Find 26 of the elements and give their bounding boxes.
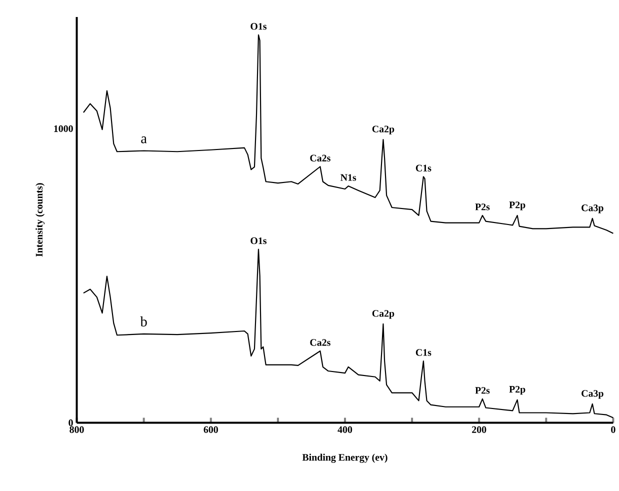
annotation: P2s — [475, 387, 490, 394]
annotation: O1s — [250, 23, 267, 30]
x-tick-label: 800 — [70, 426, 84, 434]
line-series — [82, 34, 614, 234]
series-label: a — [141, 136, 147, 144]
annotation: P2s — [475, 204, 490, 210]
annotation: P2p — [509, 202, 526, 210]
x-tick-label: 400 — [338, 426, 352, 434]
series-label: b — [140, 316, 147, 327]
x-tick-label: 200 — [472, 426, 486, 434]
y-axis-title: Intensity (counts) — [36, 183, 45, 257]
annotation: P2p — [509, 386, 526, 395]
annotation: Ca2p — [372, 310, 394, 320]
annotation: Ca3p — [582, 390, 604, 399]
annotation: Ca2s — [310, 155, 330, 162]
x-axis-title: Binding Energy (ev) — [302, 454, 388, 464]
x-tick-label: 0 — [611, 426, 616, 434]
annotation: O1s — [250, 238, 267, 244]
annotation: Ca2p — [372, 126, 394, 135]
annotation: Ca2s — [310, 339, 330, 346]
x-tick-label: 600 — [204, 426, 218, 434]
annotation: Ca3p — [582, 204, 604, 214]
annotation: N1s — [340, 174, 356, 182]
y-tick-label: 1000 — [54, 126, 73, 132]
annotation: C1s — [416, 165, 432, 172]
annotation: C1s — [416, 349, 432, 356]
